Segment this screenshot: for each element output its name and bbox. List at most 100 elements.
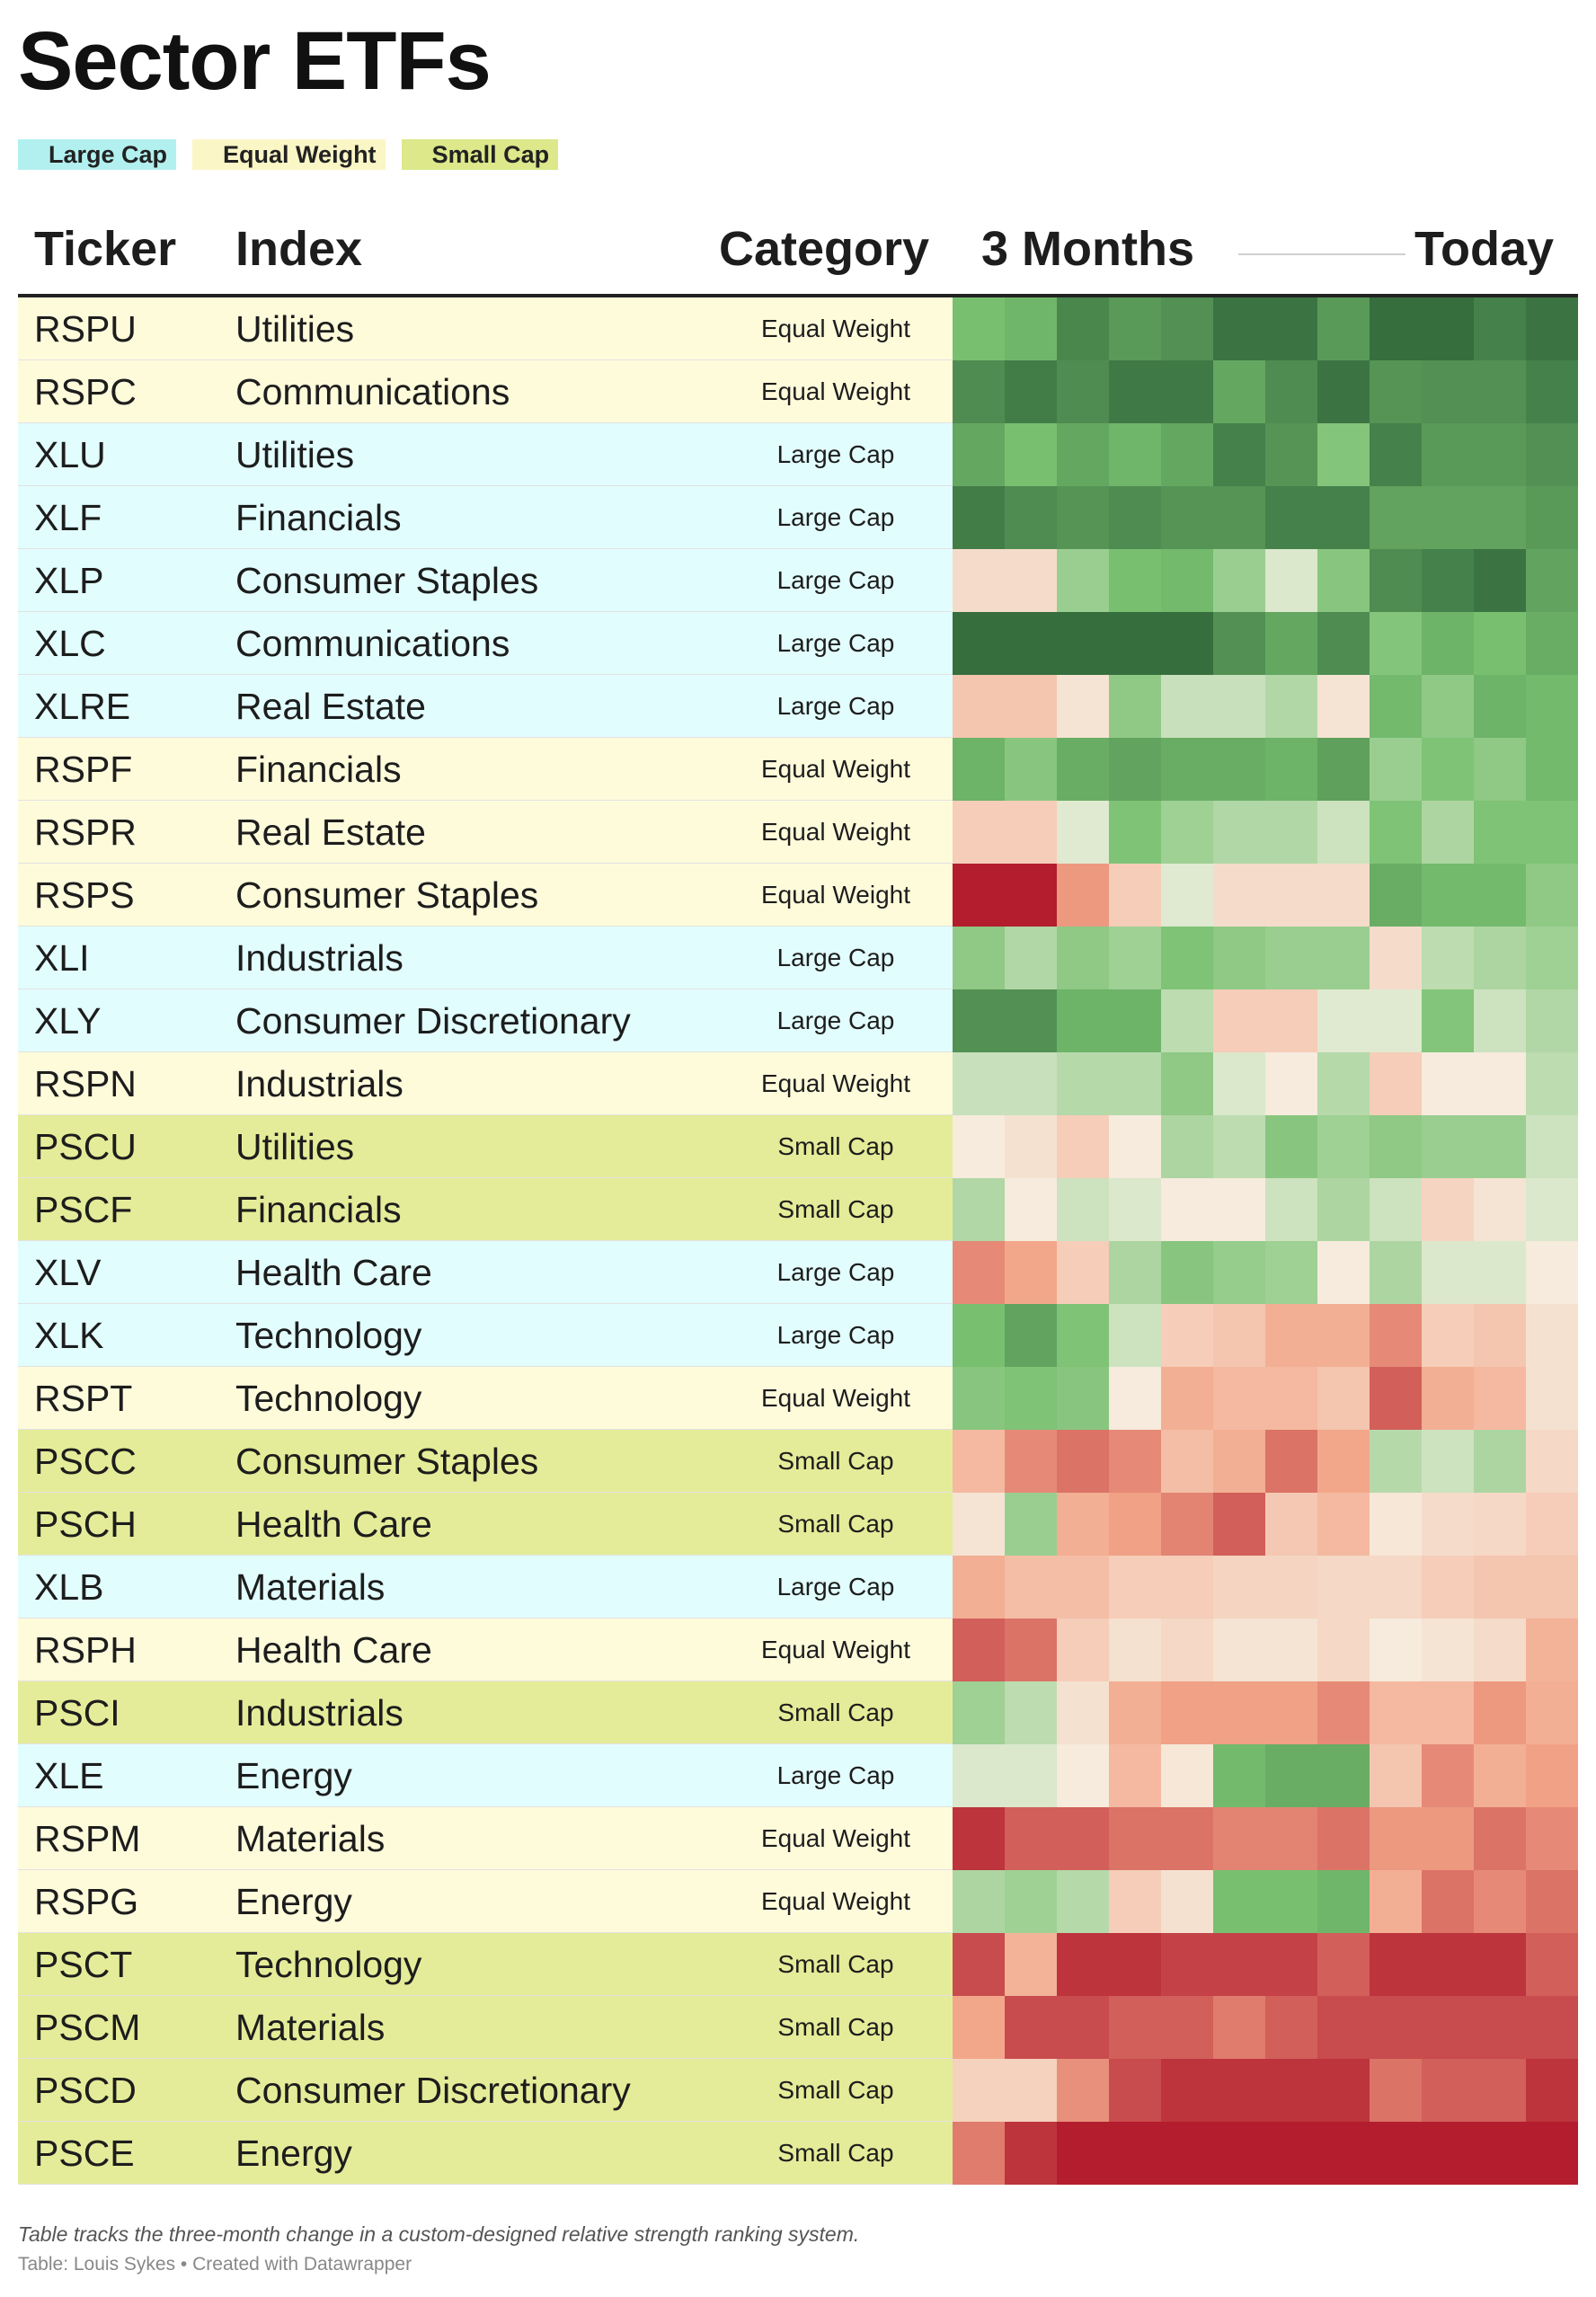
heatmap-cell <box>1265 1744 1318 1808</box>
table-row: XLU Utilities Large Cap <box>18 423 953 486</box>
heatmap-cell <box>1213 989 1266 1053</box>
heatmap-cell <box>1474 1681 1527 1745</box>
heatmap-cell <box>1370 738 1423 802</box>
ticker-cell: PSCM <box>34 2007 141 2048</box>
heatmap-cell <box>953 2122 1006 2185</box>
category-cell: Small Cap <box>777 2076 894 2104</box>
heatmap-cell <box>1213 1052 1266 1116</box>
heatmap-cell <box>1317 486 1370 550</box>
heatmap-cell <box>1317 2122 1370 2185</box>
ticker-cell: RSPH <box>34 1629 137 1671</box>
table-row: XLV Health Care Large Cap <box>18 1241 953 1304</box>
ticker-cell: PSCD <box>34 2070 137 2111</box>
heatmap <box>953 297 1578 2185</box>
table-row: XLRE Real Estate Large Cap <box>18 675 953 738</box>
heatmap-cell <box>1422 1241 1475 1305</box>
heatmap-cell <box>1474 549 1527 613</box>
heatmap-cell <box>953 423 1006 487</box>
heatmap-cell <box>1422 1367 1475 1431</box>
heatmap-cell <box>1526 1744 1578 1808</box>
heatmap-cell <box>1317 801 1370 865</box>
heatmap-cell <box>1109 801 1162 865</box>
heatmap-cell <box>1526 360 1578 424</box>
heatmap-cell <box>1422 297 1475 361</box>
table-row: XLF Financials Large Cap <box>18 486 953 549</box>
heatmap-cell <box>1265 1619 1318 1682</box>
heatmap-cell <box>1265 486 1318 550</box>
index-cell: Utilities <box>235 434 355 475</box>
heatmap-cell <box>1161 738 1214 802</box>
heatmap-cell <box>1317 549 1370 613</box>
heatmap-cell <box>1265 360 1318 424</box>
header-index[interactable]: Index <box>235 222 363 276</box>
heatmap-cell <box>1213 1744 1266 1808</box>
header-timeline-rule <box>1238 253 1405 255</box>
heatmap-cell <box>1213 1241 1266 1305</box>
heatmap-cell <box>1161 1681 1214 1745</box>
heatmap-cell <box>1161 1430 1214 1494</box>
category-cell: Large Cap <box>776 1321 895 1349</box>
heatmap-cell <box>1161 549 1214 613</box>
heatmap-cell <box>1265 738 1318 802</box>
heatmap-cell <box>1057 675 1110 739</box>
heatmap-cell <box>1057 549 1110 613</box>
heatmap-cell <box>953 1241 1006 1305</box>
table-row: XLC Communications Large Cap <box>18 612 953 675</box>
table-row: XLI Industrials Large Cap <box>18 927 953 989</box>
heatmap-cell <box>953 738 1006 802</box>
index-cell: Energy <box>235 1881 352 1922</box>
heatmap-cell <box>1474 1493 1527 1556</box>
heatmap-cell <box>1370 1619 1423 1682</box>
heatmap-cell <box>953 1178 1006 1242</box>
heatmap-cell <box>1057 738 1110 802</box>
index-cell: Consumer Staples <box>235 560 539 601</box>
category-cell: Equal Weight <box>760 755 911 783</box>
heatmap-cell <box>953 360 1006 424</box>
table-row: RSPR Real Estate Equal Weight <box>18 801 953 864</box>
heatmap-cell <box>953 675 1006 739</box>
heatmap-cell <box>1526 1681 1578 1745</box>
ticker-cell: RSPG <box>34 1881 139 1922</box>
index-cell: Utilities <box>235 308 355 350</box>
heatmap-cell <box>1109 1681 1162 1745</box>
header-category[interactable]: Category <box>719 222 930 276</box>
heatmap-cell <box>1370 2122 1423 2185</box>
header-today[interactable]: Today <box>1414 222 1555 276</box>
heatmap-cell <box>1005 1115 1058 1179</box>
ticker-cell: RSPN <box>34 1063 137 1104</box>
heatmap-cell <box>1213 1619 1266 1682</box>
heatmap-cell <box>1265 2122 1318 2185</box>
index-cell: Industrials <box>235 1063 403 1104</box>
category-cell: Small Cap <box>777 1132 894 1160</box>
heatmap-cell <box>1526 1870 1578 1934</box>
heatmap-cell <box>1526 1493 1578 1556</box>
heatmap-cell <box>1109 1870 1162 1934</box>
heatmap-cell <box>1526 1556 1578 1619</box>
heatmap-cell <box>1474 1304 1527 1368</box>
category-cell: Large Cap <box>776 692 895 720</box>
heatmap-cell <box>953 864 1006 927</box>
header-ticker[interactable]: Ticker <box>34 222 177 276</box>
heatmap-cell <box>1005 1996 1058 2060</box>
category-cell: Equal Weight <box>760 1824 911 1852</box>
heatmap-cell <box>1005 1807 1058 1871</box>
heatmap-cell <box>1213 297 1266 361</box>
category-cell: Small Cap <box>777 1510 894 1538</box>
category-cell: Large Cap <box>776 1007 895 1034</box>
heatmap-cell <box>1213 612 1266 676</box>
heatmap-cell <box>1370 1304 1423 1368</box>
heatmap-cell <box>953 1681 1006 1745</box>
heatmap-cell <box>1161 297 1214 361</box>
heatmap-cell <box>1057 1870 1110 1934</box>
chart-title: Sector ETFs <box>18 15 492 107</box>
heatmap-cell <box>1213 1933 1266 1997</box>
heatmap-cell <box>1265 423 1318 487</box>
heatmap-cell <box>1526 927 1578 990</box>
heatmap-cell <box>1317 1870 1370 1934</box>
heatmap-cell <box>1109 1367 1162 1431</box>
header-divider <box>18 294 1578 297</box>
heatmap-cell <box>1109 1493 1162 1556</box>
heatmap-cell <box>1213 1493 1266 1556</box>
heatmap-cell <box>1161 486 1214 550</box>
header-3-months[interactable]: 3 Months <box>981 222 1194 276</box>
